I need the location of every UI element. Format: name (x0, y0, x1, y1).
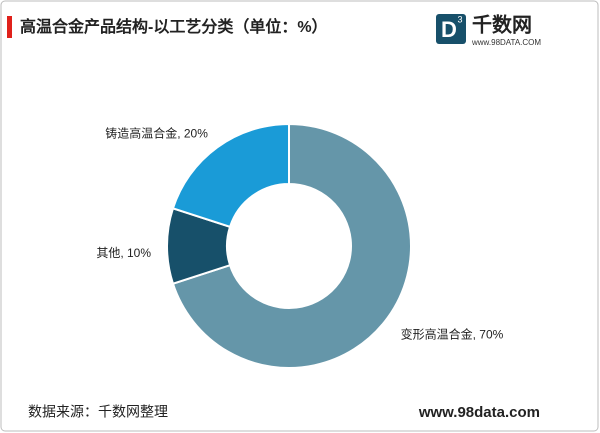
donut-slice (171, 122, 290, 229)
chart-title: 高温合金产品结构-以工艺分类（单位：%） (20, 17, 328, 36)
logo-name: 千数网 (472, 12, 532, 36)
title-accent (7, 16, 12, 38)
source: 数据来源：千数网整理 (28, 404, 168, 420)
data-label: 变形高温合金, 70% (401, 326, 504, 341)
logo-mark: D (441, 17, 457, 42)
logo-url: www.98DATA.COM (471, 38, 541, 47)
logo-icon (436, 14, 466, 44)
footer-url: www.98data.com (418, 404, 540, 421)
data-label: 铸造高温合金, 20% (105, 126, 208, 141)
logo-superscript: 3 (457, 14, 462, 24)
data-label: 其他, 10% (96, 246, 151, 260)
donut-slice (171, 122, 412, 369)
